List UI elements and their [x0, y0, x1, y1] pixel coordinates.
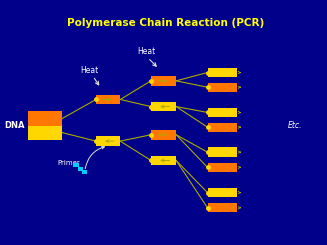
Bar	[151, 156, 176, 165]
Bar	[96, 136, 120, 146]
Text: Polymerase Chain Reaction (PCR): Polymerase Chain Reaction (PCR)	[67, 18, 264, 28]
Bar	[208, 147, 236, 157]
Text: DNA: DNA	[5, 121, 25, 130]
Bar	[96, 95, 120, 104]
Bar	[78, 167, 83, 171]
Bar	[151, 130, 176, 140]
Bar	[208, 188, 236, 197]
Bar	[28, 125, 62, 140]
Bar	[151, 102, 176, 111]
Bar	[208, 108, 236, 117]
Bar	[28, 111, 62, 125]
Bar	[208, 68, 236, 77]
Bar	[81, 170, 87, 174]
Bar	[208, 163, 236, 172]
Text: Heat: Heat	[137, 47, 155, 56]
Bar	[208, 203, 236, 212]
Text: Primer: Primer	[57, 160, 80, 166]
Text: Etc.: Etc.	[288, 121, 303, 130]
Bar	[151, 76, 176, 86]
Bar	[208, 122, 236, 132]
Bar	[74, 163, 79, 167]
Text: Heat: Heat	[80, 66, 99, 75]
Bar	[208, 83, 236, 92]
